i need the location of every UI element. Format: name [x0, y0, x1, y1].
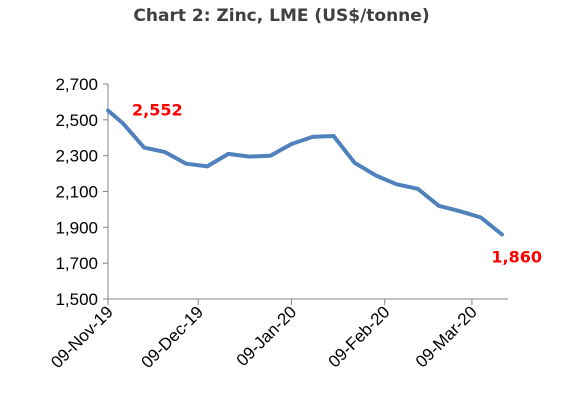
- chart-title: Chart 2: Zinc, LME (US$/tonne): [133, 6, 430, 26]
- y-tick-label: 2,700: [55, 75, 98, 94]
- x-tick-label: 09-Dec-19: [137, 302, 207, 372]
- y-axis: 1,500 1,700 1,900 2,100 2,300 2,500 2,700: [55, 75, 109, 309]
- y-tick-label: 2,300: [55, 147, 98, 166]
- data-label: 2,552: [132, 101, 183, 120]
- x-axis: 09-Nov-19 09-Dec-19 09-Jan-20 09-Feb-20 09-M…: [47, 298, 508, 372]
- series-line: [106, 108, 504, 237]
- annotations: 2,552 1,860: [132, 101, 542, 267]
- y-tick-label: 2,500: [55, 111, 98, 130]
- data-label: 1,860: [491, 248, 542, 267]
- x-tick-label: 09-Jan-20: [233, 302, 301, 370]
- y-tick-label: 2,100: [55, 183, 98, 202]
- series-group: [106, 108, 504, 237]
- y-tick-label: 1,500: [55, 290, 98, 309]
- x-tick-label: 09-Feb-20: [325, 302, 394, 371]
- x-tick-label: 09-Mar-20: [412, 302, 481, 371]
- y-tick-label: 1,700: [55, 254, 98, 273]
- y-tick-label: 1,900: [55, 218, 98, 237]
- x-tick-label: 09-Nov-19: [47, 302, 117, 372]
